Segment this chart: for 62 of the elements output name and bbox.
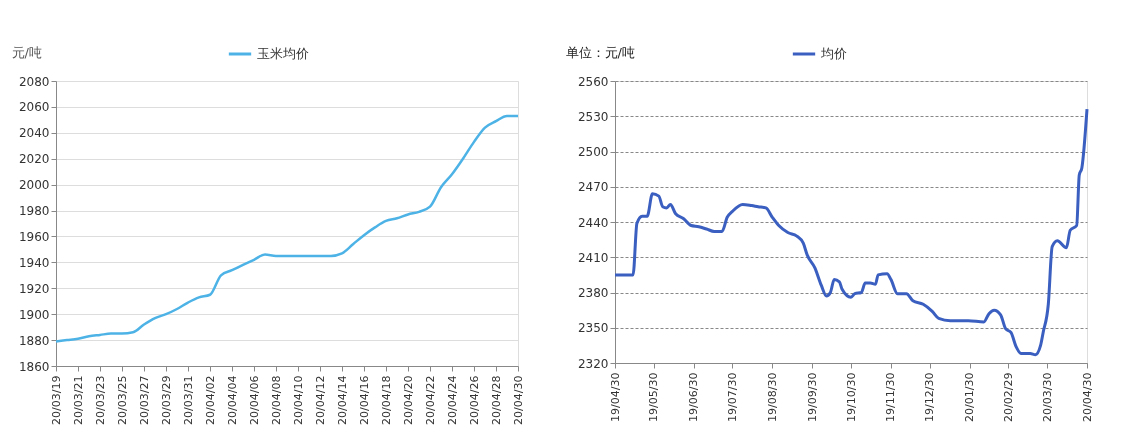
x-tick-label: 20/04/22 bbox=[423, 375, 437, 425]
x-tick-label: 20/04/28 bbox=[489, 375, 503, 425]
x-tick-label: 20/01/30 bbox=[963, 372, 977, 422]
x-tick-label: 20/04/16 bbox=[357, 375, 371, 425]
x-tick-label: 19/05/30 bbox=[647, 372, 661, 422]
x-tick-label: 20/04/10 bbox=[291, 375, 305, 425]
x-tick-label: 20/04/06 bbox=[247, 375, 261, 425]
y-tick-label: 1900 bbox=[18, 307, 50, 322]
x-tick-label: 20/03/23 bbox=[93, 375, 107, 425]
x-tick-label: 20/03/31 bbox=[181, 375, 195, 425]
y-tick-label: 2000 bbox=[18, 178, 50, 193]
line-series bbox=[613, 107, 1089, 357]
x-tick-label: 19/04/30 bbox=[608, 372, 622, 422]
x-tick-label: 20/04/24 bbox=[445, 375, 459, 425]
y-tick-label: 2560 bbox=[577, 74, 609, 89]
y-tick-label: 2500 bbox=[577, 145, 609, 159]
x-tick-label: 20/04/20 bbox=[401, 375, 415, 425]
x-tick-label: 20/03/19 bbox=[49, 375, 63, 425]
x-tick-label: 20/04/08 bbox=[269, 375, 283, 425]
y-tick-label: 2320 bbox=[577, 356, 609, 371]
x-tick-label: 19/06/30 bbox=[687, 372, 701, 422]
x-tick-label: 20/04/18 bbox=[379, 375, 393, 425]
x-tick-label: 19/12/30 bbox=[923, 372, 937, 422]
x-tick-label: 19/07/30 bbox=[725, 372, 739, 422]
legend-label: 玉米均价 bbox=[257, 46, 309, 61]
y-tick-label: 1860 bbox=[18, 359, 50, 374]
y-tick-label: 2380 bbox=[577, 286, 609, 300]
y-tick-label: 1920 bbox=[18, 281, 50, 296]
y-tick-label: 2350 bbox=[577, 321, 609, 336]
x-tick-label: 20/04/30 bbox=[1080, 372, 1094, 422]
y-tick-label: 2440 bbox=[577, 215, 609, 230]
y-tick-label: 1880 bbox=[18, 333, 50, 348]
y-tick-label: 2470 bbox=[577, 180, 609, 195]
x-tick-label: 20/04/04 bbox=[225, 375, 239, 425]
x-tick-label: 19/08/30 bbox=[765, 372, 779, 422]
y-tick-label: 1940 bbox=[18, 255, 50, 270]
x-tick-label: 19/10/30 bbox=[844, 372, 858, 422]
x-tick-label: 20/04/30 bbox=[511, 375, 525, 425]
x-tick-label: 20/03/27 bbox=[137, 375, 151, 425]
x-tick-label: 20/03/21 bbox=[71, 375, 85, 425]
y-tick-label: 2410 bbox=[577, 250, 609, 265]
y-tick-label: 1960 bbox=[18, 229, 50, 244]
x-tick-label: 20/03/29 bbox=[159, 375, 173, 425]
x-tick-label: 19/09/30 bbox=[805, 372, 819, 422]
y-axis-title: 单位：元/吨 bbox=[565, 44, 635, 60]
y-axis-title: 元/吨 bbox=[11, 44, 42, 60]
y-tick-label: 2040 bbox=[18, 126, 50, 141]
y-tick-label: 2020 bbox=[18, 152, 50, 167]
x-tick-label: 19/11/30 bbox=[884, 372, 898, 422]
legend-label: 均价 bbox=[820, 46, 847, 61]
y-tick-label: 2080 bbox=[18, 74, 50, 89]
y-tick-label: 2060 bbox=[18, 100, 50, 115]
y-tick-label: 2530 bbox=[577, 109, 609, 124]
x-tick-label: 20/03/30 bbox=[1040, 372, 1054, 422]
x-tick-label: 20/02/29 bbox=[1001, 372, 1015, 422]
x-tick-label: 20/04/14 bbox=[335, 375, 349, 425]
x-tick-label: 20/04/26 bbox=[467, 375, 481, 425]
x-tick-label: 20/04/12 bbox=[313, 375, 327, 425]
x-tick-label: 20/04/02 bbox=[203, 375, 217, 425]
y-tick-label: 1980 bbox=[18, 204, 50, 219]
x-tick-label: 20/03/25 bbox=[115, 375, 129, 425]
line-series bbox=[54, 114, 520, 343]
